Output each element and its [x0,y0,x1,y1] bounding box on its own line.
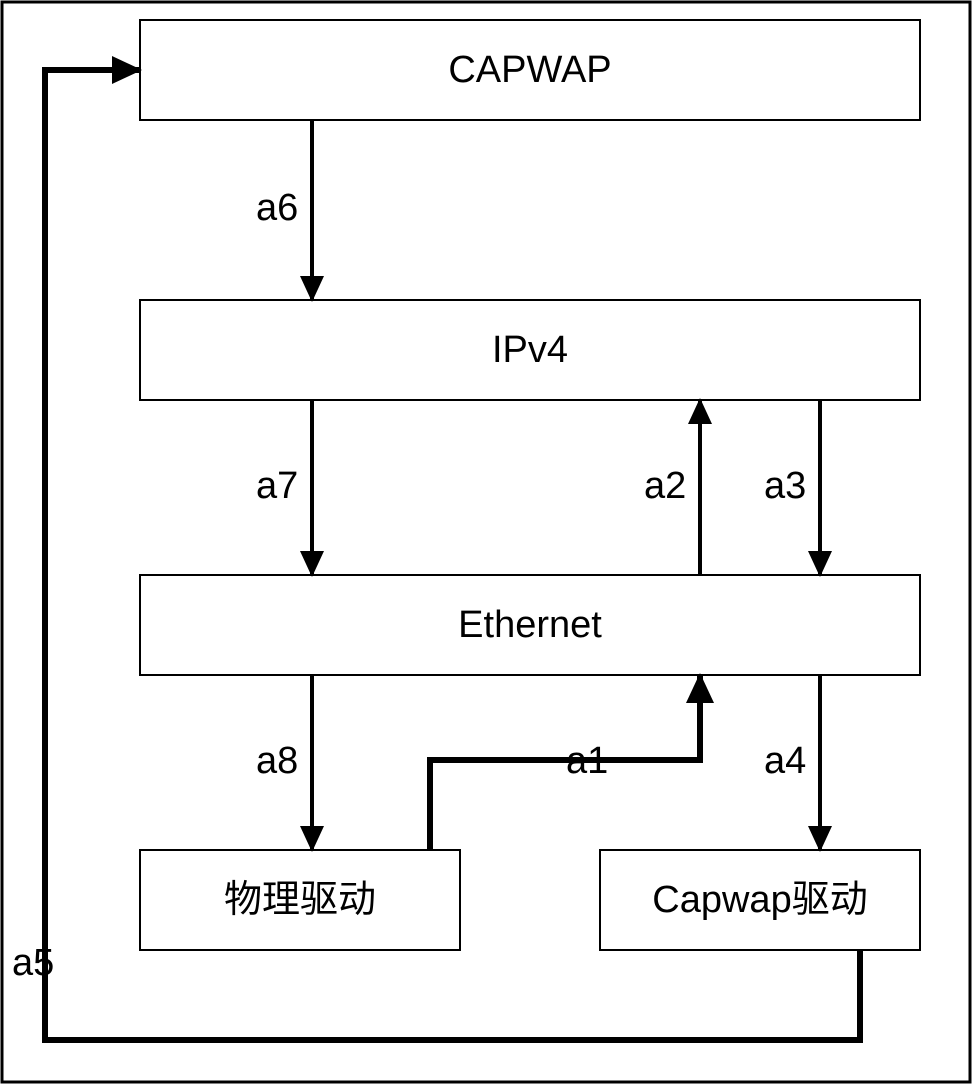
edge-label-a5: a5 [12,942,54,984]
node-capwap_drv: Capwap驱动 [600,850,920,950]
node-label-ethernet: Ethernet [458,604,602,646]
node-phys: 物理驱动 [140,850,460,950]
edge-label-a2: a2 [644,465,686,507]
node-ethernet: Ethernet [140,575,920,675]
node-label-capwap_drv: Capwap驱动 [652,879,867,921]
node-ipv4: IPv4 [140,300,920,400]
edge-label-a7: a7 [256,465,298,507]
edge-label-a1: a1 [566,740,608,782]
edge-label-a6: a6 [256,187,298,229]
node-label-capwap: CAPWAP [448,49,611,91]
edge-label-a4: a4 [764,740,806,782]
edge-label-a3: a3 [764,465,806,507]
node-capwap: CAPWAP [140,20,920,120]
node-label-ipv4: IPv4 [492,329,568,371]
edge-label-a8: a8 [256,740,298,782]
edge-a1 [430,675,700,850]
node-label-phys: 物理驱动 [224,879,376,921]
